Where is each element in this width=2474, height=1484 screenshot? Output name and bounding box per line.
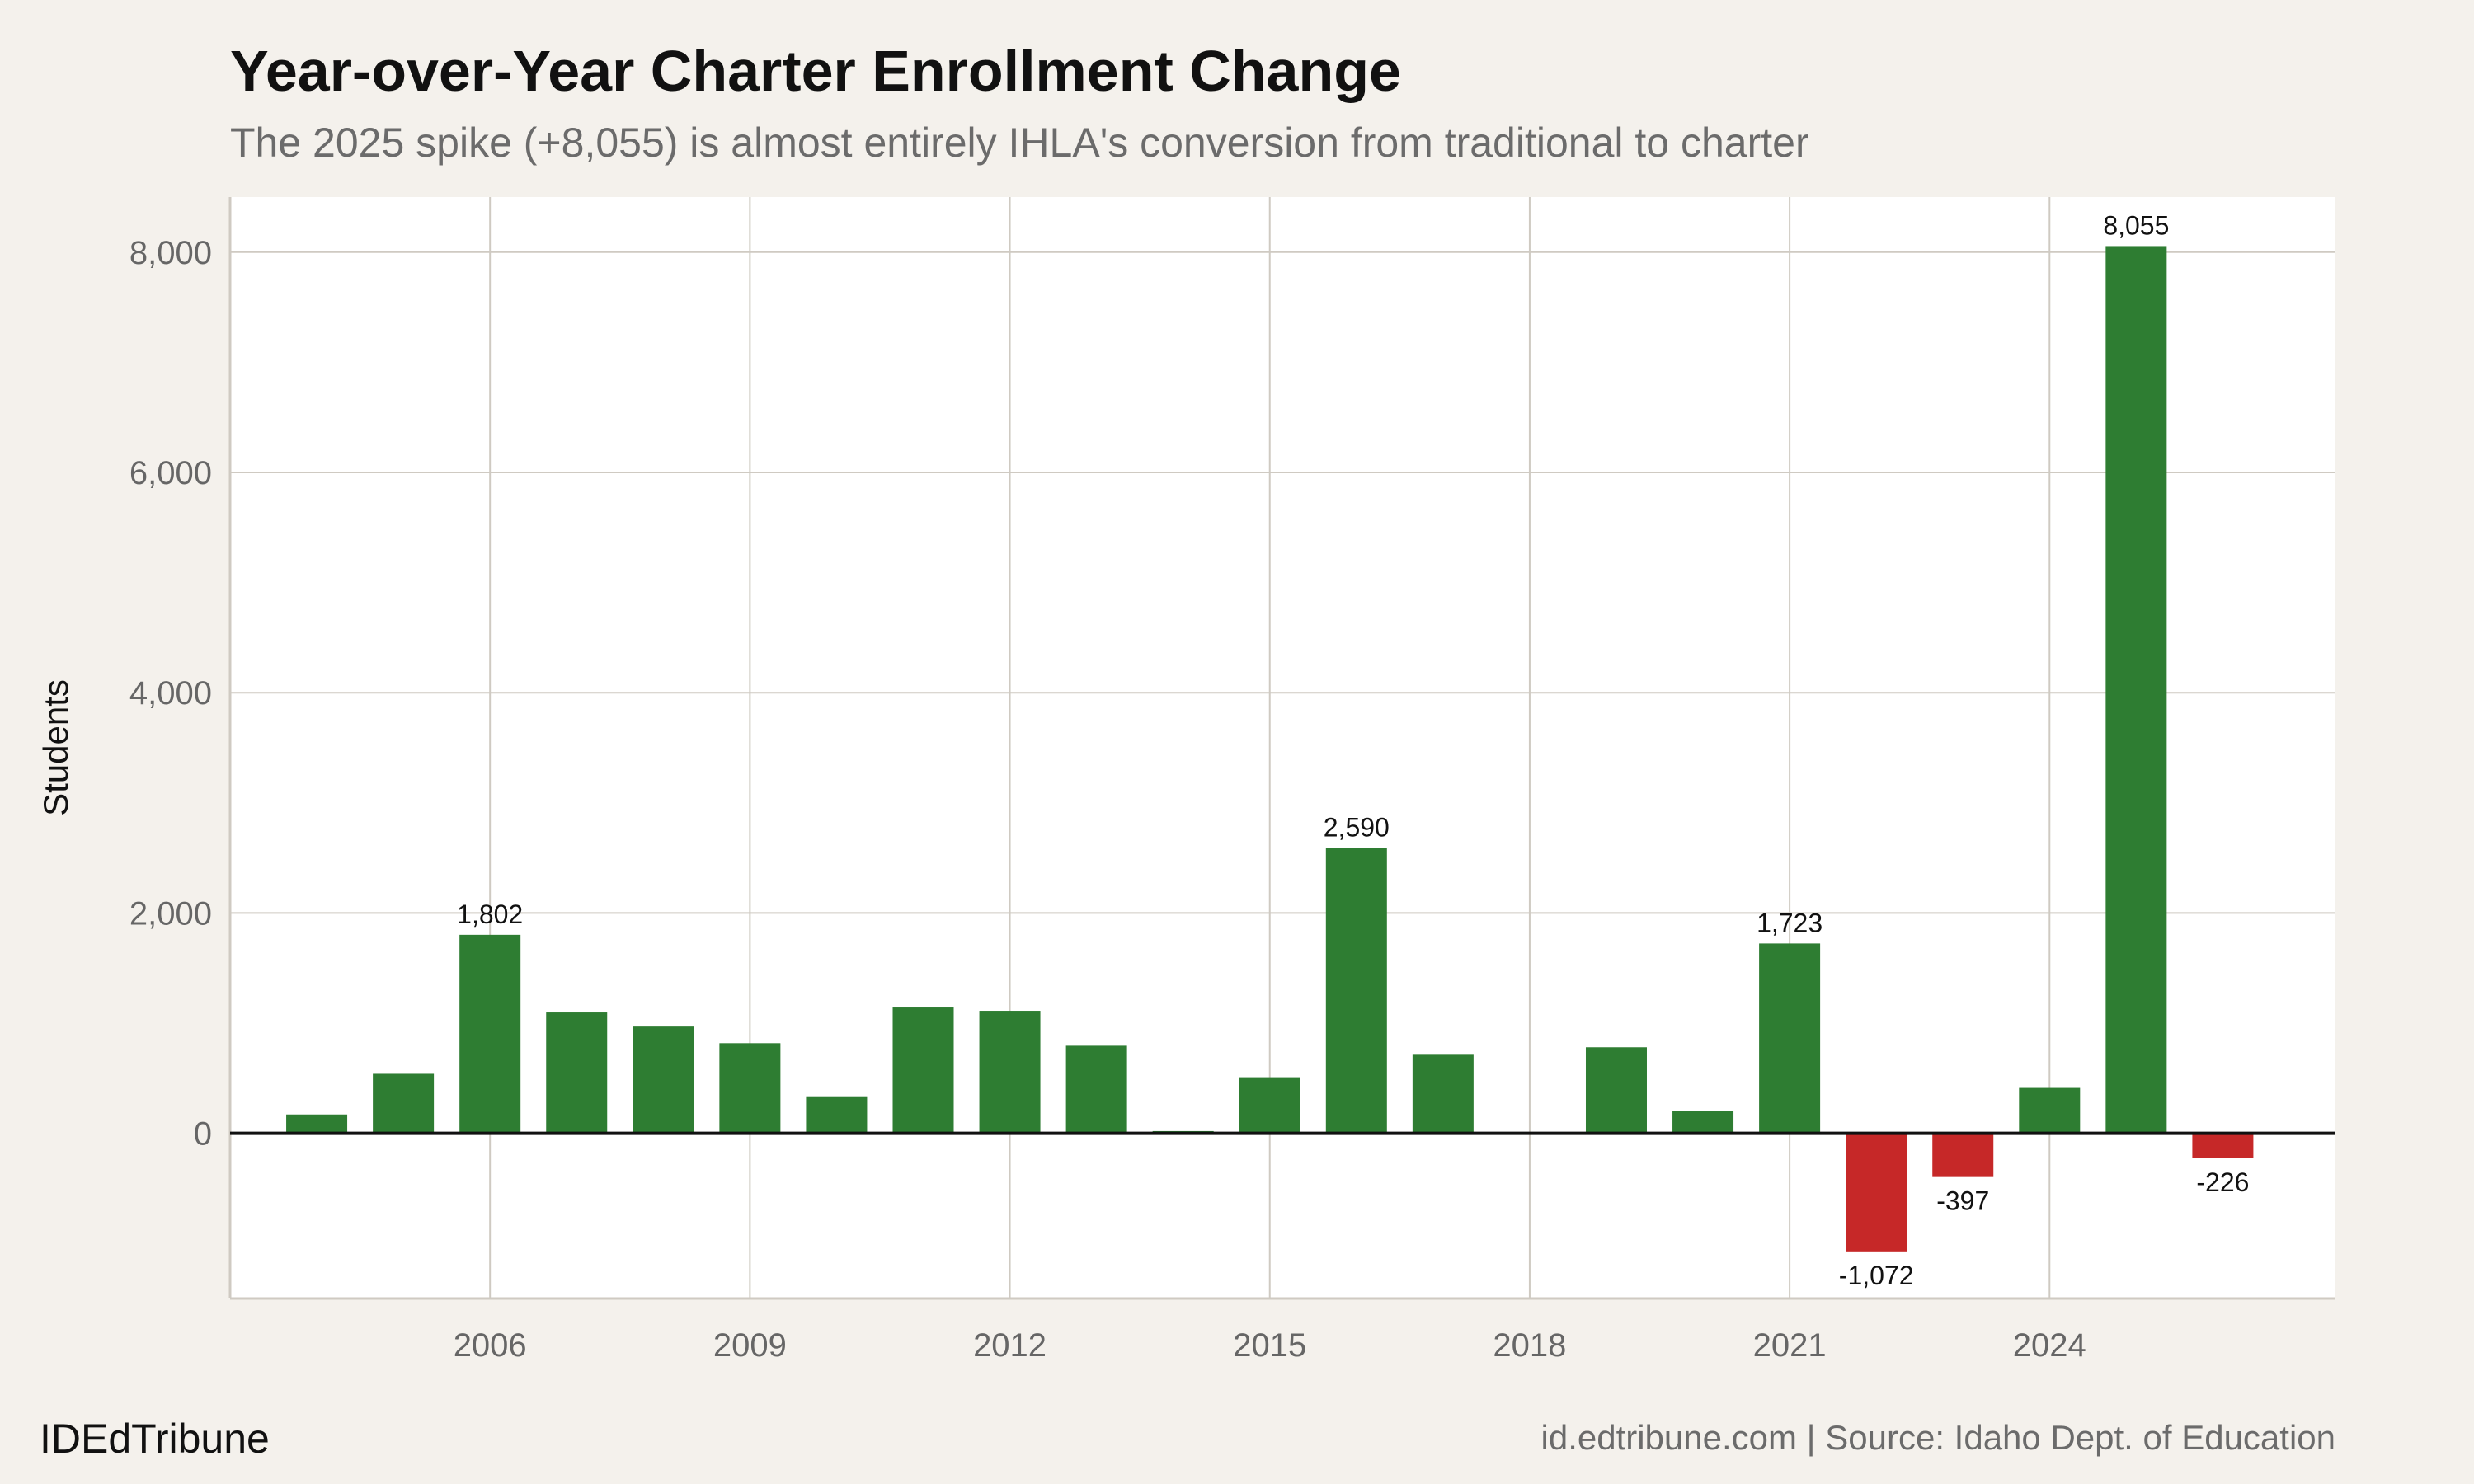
- bar-2005: [373, 1073, 435, 1134]
- x-tick-label: 2015: [1233, 1327, 1306, 1364]
- data-label-2022: -1,072: [1839, 1261, 1914, 1290]
- bar-2013: [1065, 1045, 1127, 1134]
- bar-2024: [2019, 1087, 2081, 1134]
- bar-2016: [1325, 848, 1387, 1134]
- bar-2011: [892, 1007, 954, 1134]
- bar-2021: [1759, 943, 1821, 1134]
- x-axis-ticks: 2006 2009 2012 2015 2018 2021 2024: [454, 1327, 2086, 1364]
- bar-2017: [1412, 1054, 1474, 1134]
- data-label-2026: -226: [2196, 1167, 2249, 1197]
- bar-2007: [546, 1012, 608, 1134]
- y-axis-label: Students: [36, 679, 75, 816]
- y-tick-label: 6,000: [129, 455, 212, 491]
- x-tick-label: 2006: [454, 1327, 527, 1364]
- y-tick-label: 2,000: [129, 895, 212, 932]
- data-label-2021: 1,723: [1757, 908, 1823, 937]
- y-axis-ticks: 0 2,000 4,000 6,000 8,000: [129, 235, 212, 1153]
- x-tick-label: 2012: [973, 1327, 1047, 1364]
- x-tick-label: 2009: [713, 1327, 787, 1364]
- bar-2004: [286, 1114, 348, 1134]
- bar-2008: [633, 1026, 694, 1134]
- bar-2026: [2192, 1133, 2254, 1158]
- data-label-2025: 8,055: [2103, 210, 2169, 240]
- bars: [286, 246, 2254, 1252]
- bar-2020: [1672, 1111, 1734, 1134]
- bar-2022: [1846, 1133, 1907, 1252]
- bar-2019: [1585, 1047, 1647, 1134]
- source-note: id.edtribune.com | Source: Idaho Dept. o…: [1541, 1418, 2336, 1457]
- x-tick-label: 2018: [1493, 1327, 1566, 1364]
- bar-2012: [979, 1011, 1041, 1134]
- bar-2025: [2105, 246, 2167, 1134]
- y-tick-label: 0: [194, 1116, 212, 1153]
- chart-title: Year-over-Year Charter Enrollment Change: [230, 39, 1401, 103]
- data-label-2006: 1,802: [457, 899, 523, 929]
- bar-2015: [1239, 1077, 1300, 1134]
- bar-2009: [719, 1043, 781, 1134]
- y-tick-label: 8,000: [129, 235, 212, 271]
- data-labels: 1,802 2,590 1,723 -1,072 -397 8,055 -226: [457, 210, 2249, 1289]
- bar-2010: [806, 1096, 868, 1134]
- bar-2006: [459, 934, 521, 1134]
- bar-2023: [1932, 1133, 1994, 1177]
- x-tick-label: 2024: [2013, 1327, 2086, 1364]
- data-label-2023: -397: [1936, 1186, 1989, 1216]
- brand-logo-text: IDEdTribune: [40, 1416, 270, 1462]
- y-tick-label: 4,000: [129, 675, 212, 711]
- data-label-2016: 2,590: [1324, 813, 1390, 843]
- chart-subtitle: The 2025 spike (+8,055) is almost entire…: [230, 120, 1809, 166]
- x-tick-label: 2021: [1753, 1327, 1827, 1364]
